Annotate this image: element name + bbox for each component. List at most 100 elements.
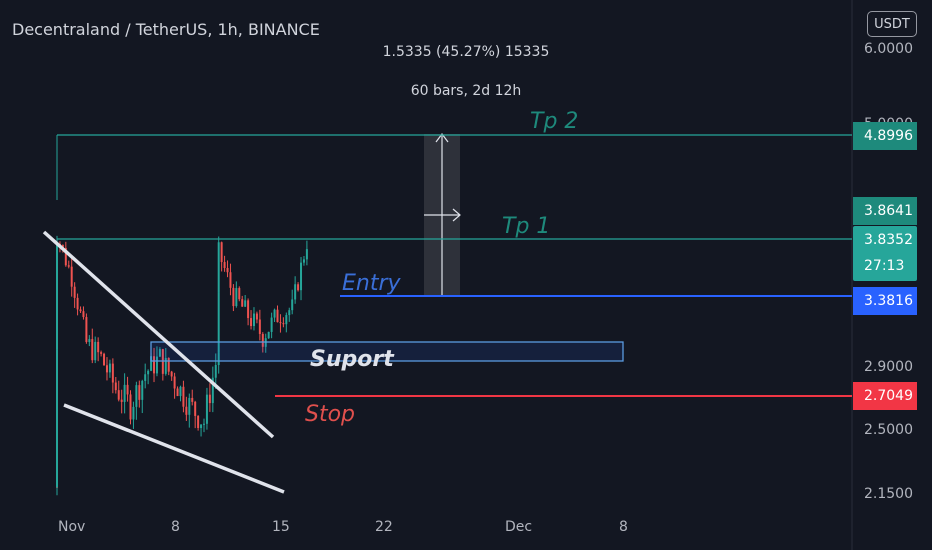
x-tick-label: 8 <box>619 519 628 535</box>
candle-body <box>97 341 100 353</box>
candle-body <box>179 386 182 397</box>
candle-body <box>123 384 126 402</box>
candle-body <box>241 299 244 307</box>
last-price-label: 3.8352 27:13 <box>853 226 917 281</box>
candle-body <box>244 300 247 307</box>
candle-body <box>144 374 147 381</box>
chart-title: Decentraland / TetherUS, 1h, BINANCE <box>12 20 320 39</box>
candle-body <box>105 365 108 373</box>
measure-arrow-head-right <box>452 208 461 222</box>
tp1-annotation[interactable]: Tp 1 <box>502 214 550 239</box>
candle-body <box>108 363 111 373</box>
x-tick-label: 22 <box>375 519 393 535</box>
candle-body <box>217 242 220 293</box>
candle-body <box>76 297 79 310</box>
candle-body <box>247 300 250 319</box>
candle-body <box>67 265 70 267</box>
candle-body <box>117 390 120 400</box>
candle-body <box>129 394 132 420</box>
candle-body <box>252 313 255 327</box>
candle-body <box>297 284 300 291</box>
x-tick-label: 8 <box>171 519 180 535</box>
candle-body <box>138 385 141 400</box>
tp2-annotation[interactable]: Tp 2 <box>530 109 578 134</box>
entry-price-label: 3.3816 <box>853 287 917 315</box>
candle-body <box>279 322 282 324</box>
candle-body <box>150 356 153 371</box>
candle-body <box>91 339 94 361</box>
candle-body <box>173 376 176 389</box>
candle-body <box>56 243 58 350</box>
candle-body <box>147 370 150 375</box>
stop-price-label: 2.7049 <box>853 382 917 410</box>
candle-body <box>135 385 138 407</box>
candle-body <box>120 399 123 402</box>
candle-body <box>220 242 223 263</box>
candle-body <box>155 356 158 374</box>
candle-body <box>267 331 270 339</box>
stop-annotation[interactable]: Stop <box>305 402 355 427</box>
candle-body <box>197 415 200 428</box>
candle-body <box>79 309 82 312</box>
x-tick-label: 15 <box>272 519 290 535</box>
candle-body <box>282 323 285 325</box>
candle-body <box>261 333 264 347</box>
candle-body <box>223 262 226 268</box>
candle-body <box>64 248 67 266</box>
candle-body <box>205 394 208 424</box>
candle-body <box>88 339 91 343</box>
candle-body <box>270 317 273 332</box>
candle-body <box>250 318 253 327</box>
y-tick-label: 6.0000 <box>864 41 913 57</box>
candle-body <box>208 394 211 404</box>
candle-body <box>73 286 76 298</box>
y-tick-label: 2.9000 <box>864 359 913 375</box>
candle-body <box>255 313 258 320</box>
candle-body <box>164 357 167 374</box>
entry-annotation[interactable]: Entry <box>342 271 402 296</box>
support-zone[interactable] <box>150 341 624 362</box>
candle-body <box>188 397 191 415</box>
candle-body <box>103 353 106 366</box>
measure-bars: 60 bars, 2d 12h <box>410 83 522 99</box>
support-annotation[interactable]: Suport <box>310 347 395 372</box>
tp1-price-label: 3.8641 <box>853 197 917 225</box>
candle-body <box>158 349 161 357</box>
candle-body <box>170 371 173 377</box>
currency-button[interactable]: USDT <box>867 11 917 37</box>
candle-body <box>300 262 303 291</box>
candle-body <box>291 299 294 311</box>
candle-body <box>203 423 205 425</box>
candle-body <box>176 388 179 397</box>
candle-body <box>100 352 103 354</box>
y-tick-label: 2.5000 <box>864 422 913 438</box>
candle-body <box>238 288 241 300</box>
candle-body <box>153 356 156 374</box>
candle-body <box>235 288 238 307</box>
candle-body <box>56 349 58 488</box>
candle-body <box>302 259 305 263</box>
candle-body <box>273 309 276 318</box>
measure-value: 1.5335 (45.27%) 15335 <box>382 44 550 60</box>
candle-body <box>70 266 73 287</box>
candle-body <box>217 292 220 353</box>
candle-body <box>182 386 185 407</box>
candle-body <box>214 365 217 378</box>
candle-body <box>185 406 188 415</box>
y-tick-label: 2.1500 <box>864 486 913 502</box>
candle-body <box>229 272 232 288</box>
wedge-lower-line[interactable] <box>63 403 285 494</box>
candle-body <box>232 287 235 307</box>
candle-body <box>94 341 97 361</box>
candle-body <box>141 380 144 400</box>
x-tick-label: Nov <box>58 519 85 535</box>
last-price-value: 3.8352 <box>864 232 913 248</box>
wedge-upper-line[interactable] <box>42 230 275 439</box>
candle-body <box>82 311 85 318</box>
candle-body <box>211 377 214 404</box>
candle-body <box>258 319 261 334</box>
measure-arrow-head-up <box>435 133 449 143</box>
candle-body <box>61 245 64 249</box>
candle-body <box>276 309 279 323</box>
